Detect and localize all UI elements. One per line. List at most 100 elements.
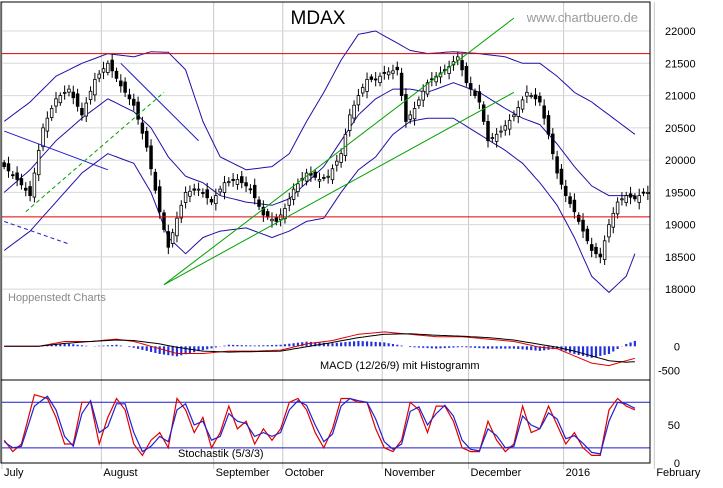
candle-body (28, 186, 32, 197)
plot-frame (0, 1, 651, 464)
candle-body (641, 191, 646, 194)
candle-body (564, 185, 568, 197)
candle-body (615, 201, 620, 215)
candle-body (460, 60, 464, 71)
candle-body (516, 107, 520, 117)
candle-body (408, 114, 412, 120)
candle-body (330, 168, 335, 181)
candle-body (447, 66, 451, 74)
candle-body (339, 153, 343, 163)
candle-body (36, 150, 41, 176)
candle-body (356, 95, 361, 106)
x-tick-label: 2016 (566, 467, 590, 479)
candle-body (576, 214, 581, 222)
candle-body (637, 195, 641, 203)
candle-body (84, 102, 88, 117)
candle-body (542, 105, 546, 119)
candle-body (598, 253, 603, 258)
candle-body (32, 172, 37, 198)
candle-body (127, 94, 132, 100)
candle-body (227, 181, 231, 184)
candle-body (585, 228, 590, 242)
candle-body (71, 91, 76, 99)
y-tick-label: 20000 (665, 155, 696, 167)
candle-body (352, 104, 356, 119)
x-tick-label: September (216, 467, 270, 479)
stochastic-y-tick-label: 0 (674, 458, 680, 470)
chart-title: MDAX (291, 8, 346, 29)
candle-body (503, 125, 508, 131)
candle-body (296, 183, 300, 192)
source-label: Hoppenstedt Charts (8, 292, 106, 304)
candle-body (581, 219, 585, 232)
candle-body (75, 93, 80, 107)
candle-body (473, 90, 477, 96)
stochastic-y-tick-label: 50 (668, 420, 680, 432)
candle-body (244, 182, 248, 187)
candle-body (434, 75, 438, 83)
candle-body (551, 133, 555, 155)
y-tick-label: 20500 (665, 123, 696, 135)
candle-body (464, 65, 469, 84)
candle-body (386, 71, 391, 76)
trend-line (25, 91, 165, 213)
candle-body (214, 195, 218, 204)
candle-body (399, 72, 404, 96)
candle-body (257, 199, 261, 207)
trend-line (163, 91, 515, 286)
candle-body (201, 192, 205, 194)
candle-body (157, 186, 162, 213)
candle-body (468, 83, 473, 90)
x-tick-label: December (471, 467, 522, 479)
x-tick-label: October (285, 467, 324, 479)
candle-body (80, 107, 84, 116)
candle-body (369, 76, 374, 80)
candle-body (481, 104, 486, 122)
candle-body (628, 193, 633, 198)
candle-body (477, 91, 482, 103)
candle-body (97, 73, 101, 79)
y-tick-label: 22000 (665, 26, 696, 38)
trend-line (163, 17, 515, 286)
candle-body (6, 163, 11, 172)
candle-body (24, 187, 28, 191)
candle-body (175, 217, 179, 237)
candle-body (11, 174, 15, 177)
candle-body (110, 59, 114, 72)
candle-body (179, 204, 184, 219)
candle-body (106, 62, 110, 73)
candle-body (2, 162, 6, 167)
candle-body (538, 95, 542, 103)
middle-bollinger-band (3, 82, 635, 206)
candle-body (149, 145, 153, 170)
candle-body (41, 127, 45, 148)
macd-y-tick-label: -500 (658, 365, 680, 377)
y-tick-label: 18500 (665, 252, 696, 264)
candle-body (291, 188, 296, 200)
candle-body (572, 199, 577, 213)
candle-body (559, 168, 564, 185)
stochastic-label: Stochastik (5/3/3) (178, 448, 264, 460)
candle-body (261, 206, 266, 216)
candle-body (335, 160, 339, 166)
candle-body (188, 190, 192, 197)
candle-body (326, 175, 330, 178)
candle-body (568, 196, 572, 205)
candle-body (322, 177, 326, 179)
candle-body (62, 91, 67, 94)
candle-body (417, 99, 421, 106)
trend-line (120, 62, 199, 142)
candle-body (88, 90, 93, 101)
candle-body (265, 211, 270, 218)
candle-body (270, 218, 274, 222)
candle-body (222, 182, 227, 193)
stochastic-k-line (3, 393, 636, 457)
candle-body (58, 95, 63, 104)
y-tick-label: 18000 (665, 284, 696, 296)
candle-body (520, 99, 525, 110)
candle-body (486, 121, 490, 142)
candle-body (136, 101, 140, 120)
candle-body (114, 70, 119, 79)
x-tick-label: July (4, 467, 24, 479)
